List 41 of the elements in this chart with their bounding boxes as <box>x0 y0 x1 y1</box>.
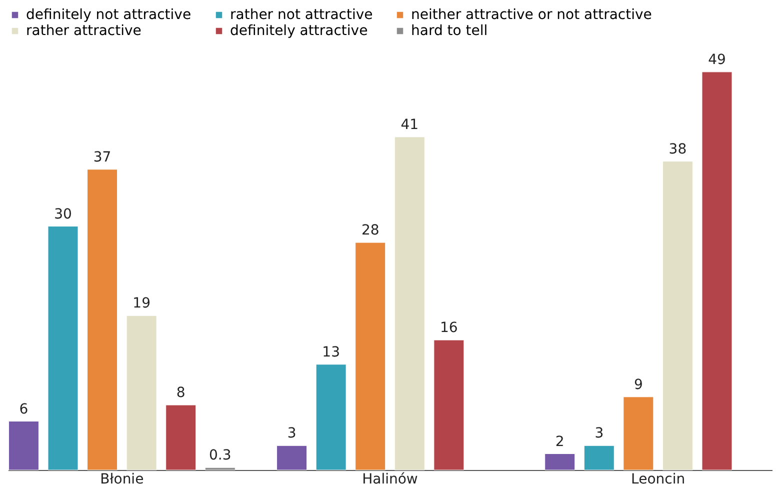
data-label: 6 <box>19 401 28 418</box>
bar <box>8 421 39 470</box>
bar <box>434 340 464 470</box>
data-label: 13 <box>322 344 340 360</box>
bar <box>355 242 386 470</box>
bar <box>316 364 346 470</box>
bar <box>204 467 236 470</box>
data-label: 0.3 <box>209 448 232 464</box>
legend-label: hard to tell <box>411 23 488 39</box>
x-tick-label: Leoncin <box>631 472 686 488</box>
data-label: 19 <box>132 296 150 312</box>
bar <box>166 404 196 470</box>
legend-label: definitely attractive <box>230 23 368 39</box>
bar <box>662 161 693 470</box>
data-label: 41 <box>400 116 419 133</box>
data-label: 3 <box>594 426 604 442</box>
legend-label: rather not attractive <box>230 7 373 23</box>
bar <box>48 226 78 470</box>
data-label: 9 <box>634 376 643 393</box>
bar <box>276 445 308 470</box>
bar <box>584 445 614 470</box>
bar <box>544 454 576 470</box>
data-label: 28 <box>361 222 380 239</box>
data-label: 38 <box>668 141 687 158</box>
bar <box>702 72 732 470</box>
data-label: 49 <box>708 52 726 68</box>
data-label: 3 <box>287 426 296 442</box>
legend-label: rather attractive <box>26 23 142 39</box>
data-label: 30 <box>54 206 72 222</box>
bar <box>394 136 425 470</box>
legend-label: neither attractive or not attractive <box>411 7 652 23</box>
data-label: 2 <box>555 434 564 450</box>
data-label: 37 <box>93 149 112 166</box>
data-label: 8 <box>176 385 186 402</box>
data-label: 16 <box>440 320 458 336</box>
legend-label: definitely not attractive <box>26 7 192 23</box>
x-tick-label: Halinów <box>362 472 418 488</box>
bar <box>623 396 654 470</box>
bar <box>87 169 118 470</box>
x-tick-label: Błonie <box>100 472 144 488</box>
bar <box>126 315 157 470</box>
